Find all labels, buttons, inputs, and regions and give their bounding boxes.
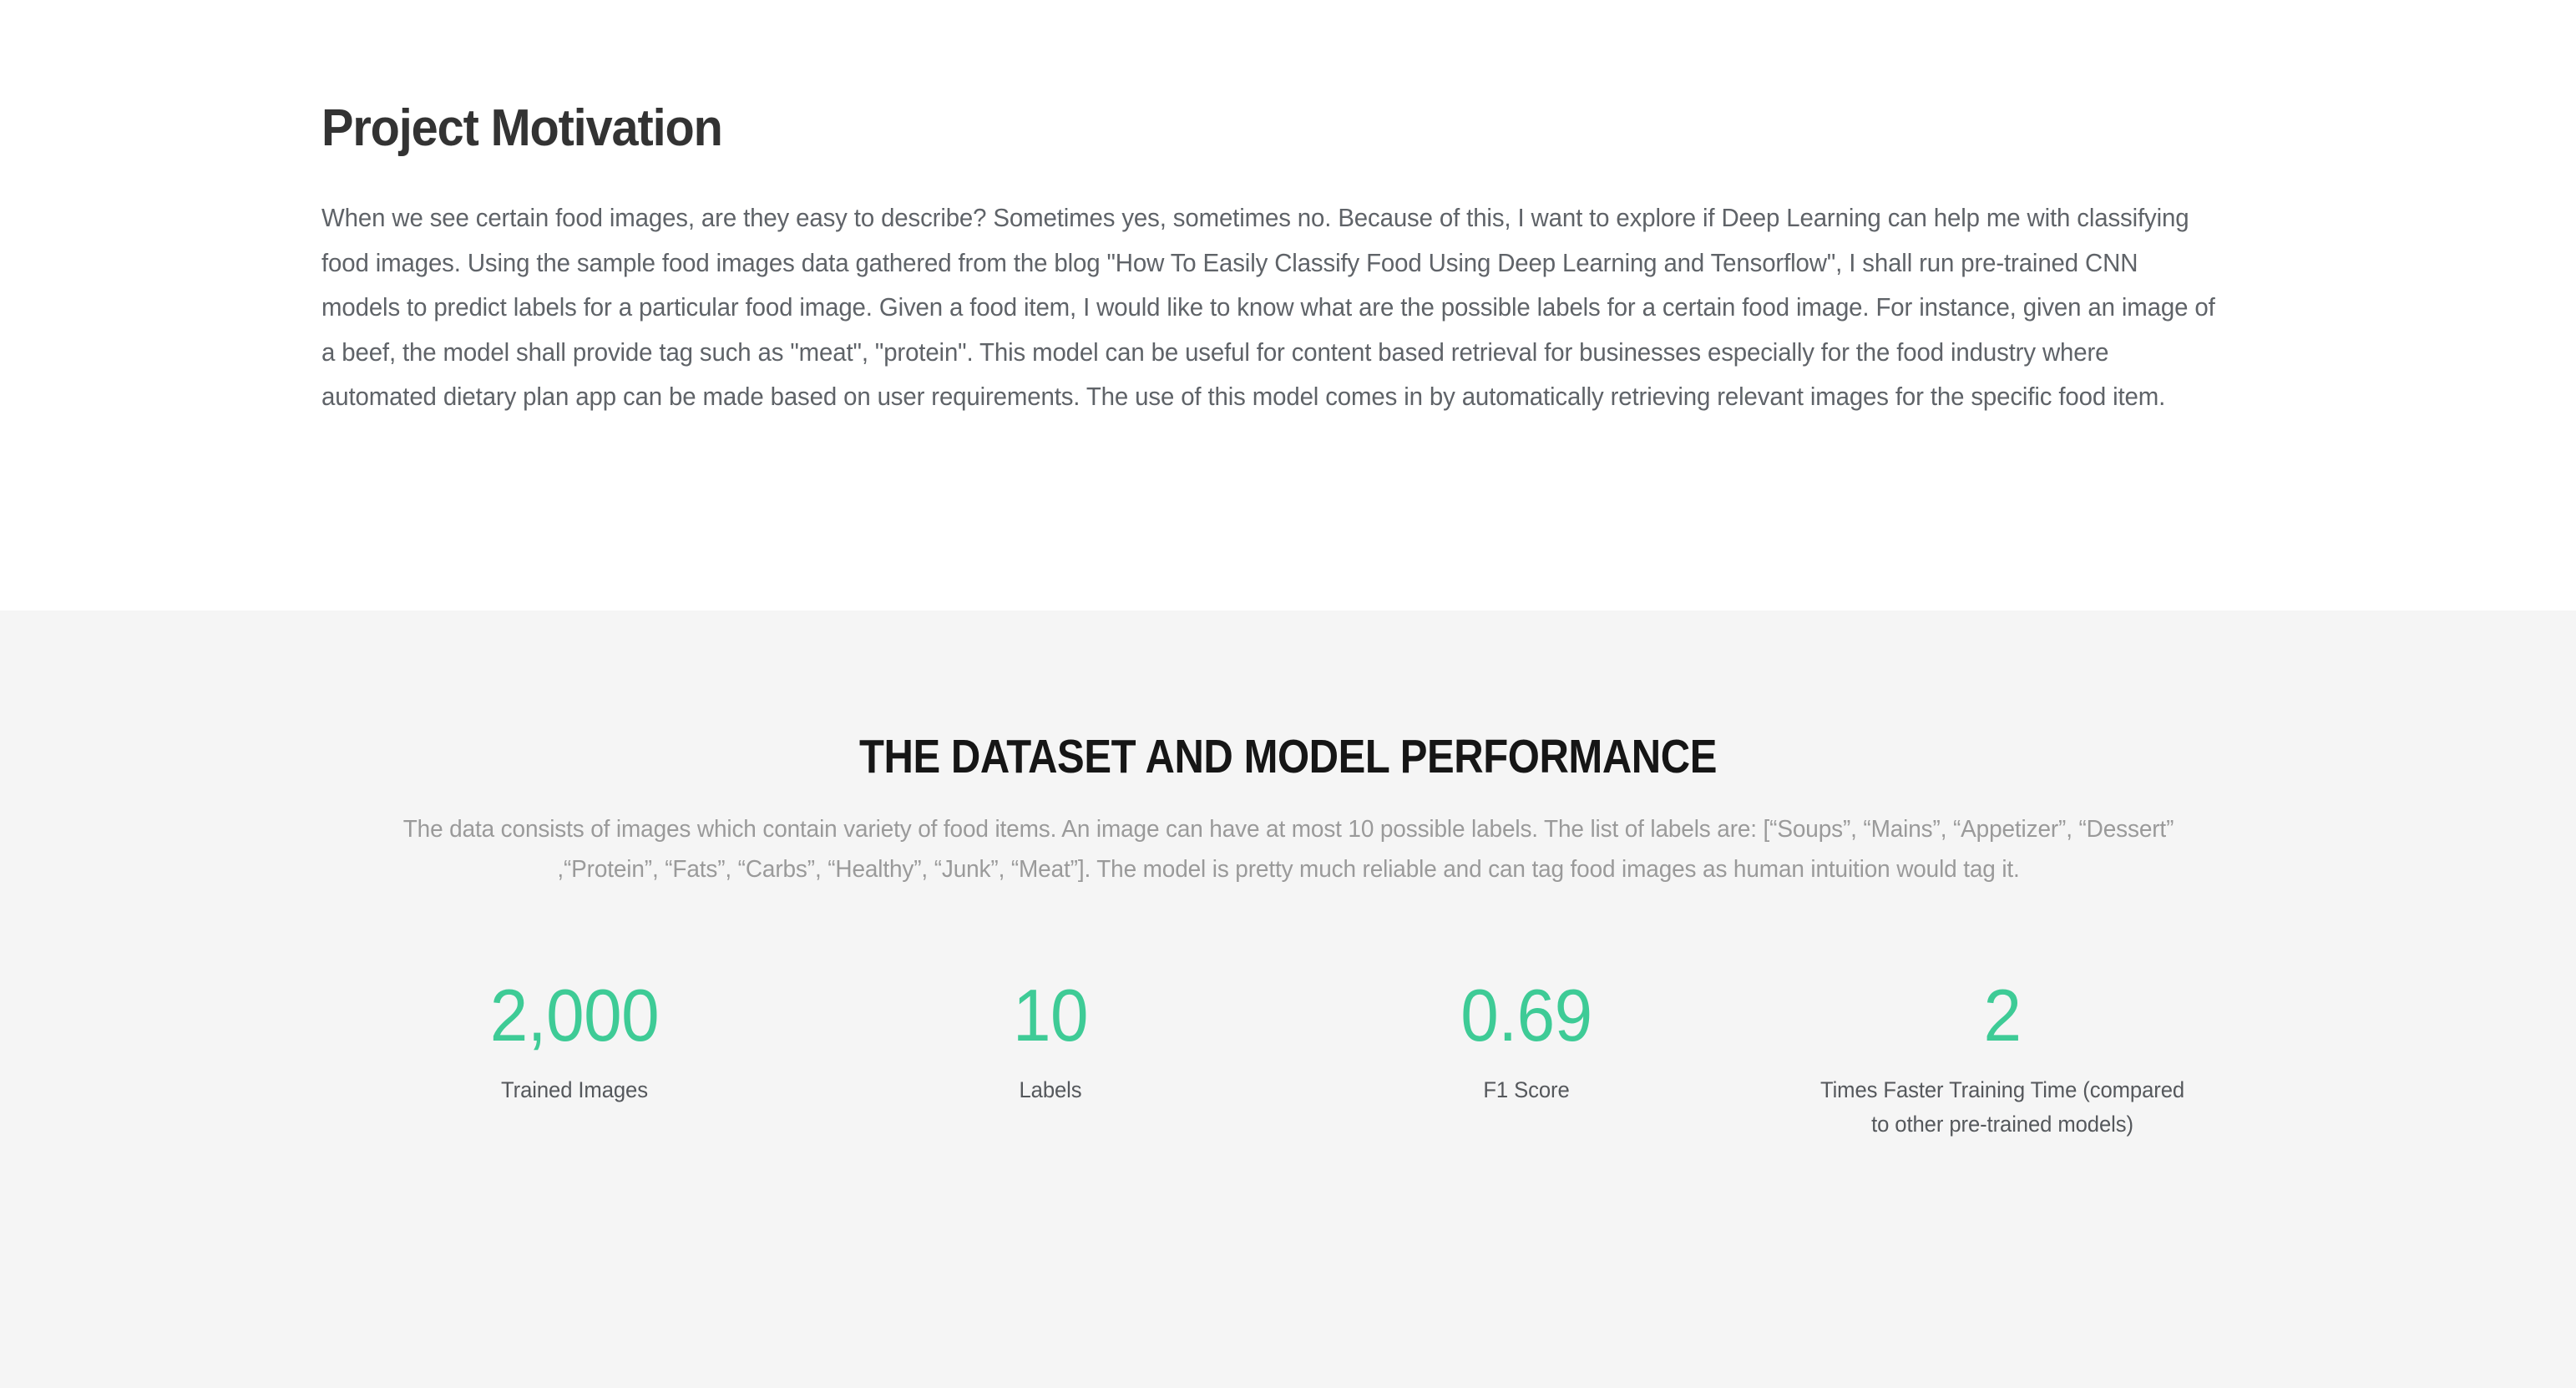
section-heading: THE DATASET AND MODEL PERFORMANCE [858, 730, 1718, 783]
stat-f1-score: 0.69 F1 Score [1288, 973, 1764, 1107]
page-title: Project Motivation [321, 99, 723, 157]
stat-value: 2 [1982, 973, 2022, 1056]
stat-label: Trained Images [500, 1076, 648, 1102]
motivation-content: Project Motivation When we see certain f… [321, 99, 2217, 420]
motivation-paragraph: When we see certain food images, are the… [321, 204, 2215, 412]
stat-labels: 10 Labels [812, 973, 1288, 1107]
dataset-performance-section: THE DATASET AND MODEL PERFORMANCE The da… [0, 610, 2576, 1388]
stat-value: 2,000 [489, 973, 659, 1056]
stats-row: 2,000 Trained Images 10 Labels 0.69 F1 S… [337, 973, 2240, 1142]
project-motivation-section: Project Motivation When we see certain f… [0, 0, 2576, 610]
dataset-content: THE DATASET AND MODEL PERFORMANCE The da… [0, 610, 2576, 1142]
stat-label: Labels [1018, 1076, 1082, 1102]
stat-label: Times Faster Training Time (compared to … [1819, 1076, 2184, 1137]
stat-value: 10 [1012, 973, 1088, 1056]
stat-label: F1 Score [1482, 1076, 1570, 1102]
stat-training-time: 2 Times Faster Training Time (compared t… [1764, 973, 2240, 1142]
section-subheading: The data consists of images which contai… [402, 815, 2174, 883]
stat-value: 0.69 [1460, 973, 1592, 1056]
stat-trained-images: 2,000 Trained Images [337, 973, 812, 1107]
